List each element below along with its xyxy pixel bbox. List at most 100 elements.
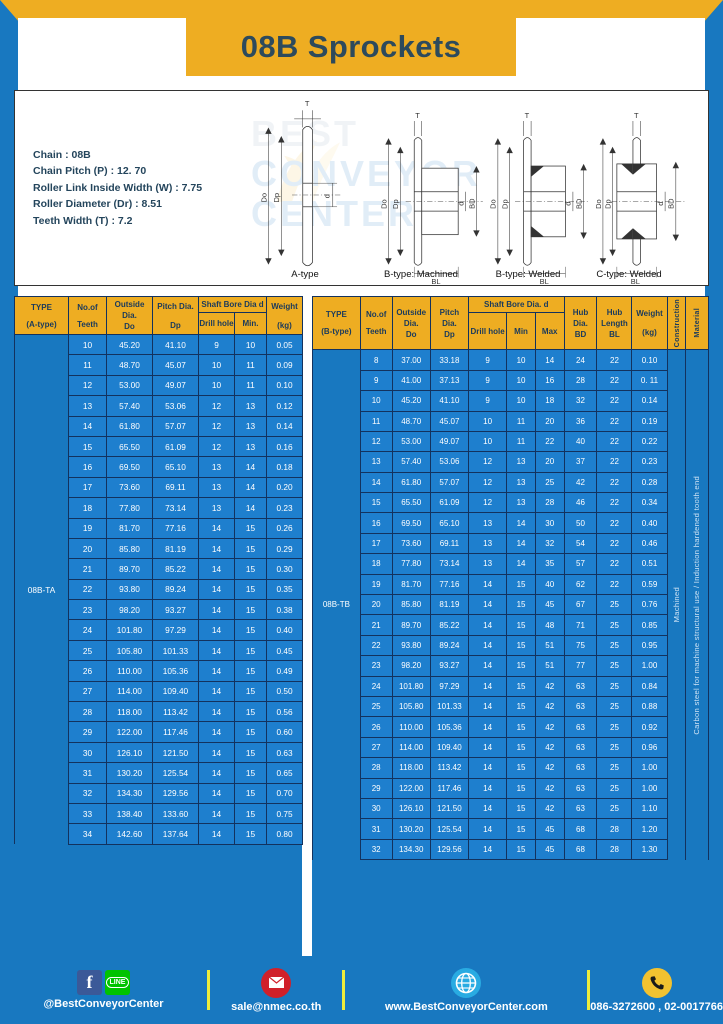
cell: 25 (596, 757, 633, 779)
phone-numbers: 086-3272600 , 02-0017766 (590, 1000, 723, 1013)
cell: 45.07 (429, 410, 470, 432)
globe-icon[interactable] (451, 967, 482, 998)
cell: 37.13 (429, 369, 470, 392)
cell: 63 (563, 695, 598, 718)
cell: 14 (198, 619, 235, 641)
svg-text:Do: Do (259, 193, 268, 203)
cell: 105.80 (106, 639, 153, 662)
header-b-hublen-sub: Length (601, 318, 628, 328)
cell: 15 (68, 435, 107, 458)
cell: 25 (596, 736, 633, 759)
cell: 105.36 (152, 660, 199, 682)
cell: 77 (563, 655, 598, 677)
header-b-weight-unit: (kg) (642, 328, 657, 338)
header-b-material: Material (684, 295, 710, 351)
header-b-weight: Weight (kg) (631, 295, 668, 351)
cell: 122.00 (391, 777, 431, 799)
cell: 22 (534, 430, 565, 453)
cell: 109.40 (429, 736, 470, 759)
cell: 18 (534, 390, 565, 412)
table-row: 17 73.60 69.11 13 14 32 54 22 0.46 (313, 532, 709, 555)
cell: 10 (359, 390, 393, 412)
cell: 24 (563, 349, 598, 371)
cell: 42 (534, 777, 565, 799)
svg-text:T: T (415, 111, 420, 120)
header-a-outside-dia: Outside Dia. Do (106, 296, 153, 335)
table-row: 20 85.80 81.19 14 15 45 67 25 0.76 (313, 594, 709, 616)
footer-social[interactable]: f LINE @BestConveyorCenter (0, 970, 207, 1010)
cell: 101.80 (106, 619, 153, 641)
cell: 14 (468, 614, 508, 636)
cell: 15 (506, 655, 536, 677)
cell: 25 (596, 797, 633, 820)
cell: 15 (506, 818, 536, 840)
cell: 73.14 (429, 553, 470, 575)
phone-icon[interactable] (641, 967, 672, 998)
cell: 16 (359, 512, 393, 534)
cell: 69.50 (391, 512, 431, 534)
cell: 30 (359, 797, 393, 820)
header-b-hubdia-symbol: BD (574, 329, 587, 339)
cell: 28 (596, 818, 633, 840)
cell: 14 (468, 695, 508, 718)
header-b-od-main: Outside (396, 307, 427, 317)
cell: 14 (198, 578, 235, 601)
svg-text:T: T (525, 111, 530, 120)
table-row: 22 93.80 89.24 14 15 51 75 25 0.95 (313, 634, 709, 657)
table-row: 14 61.80 57.07 12 13 25 42 22 0.28 (313, 471, 709, 494)
cell: 13 (506, 471, 536, 494)
header-b-hubdia-sub: Dia. (573, 318, 588, 328)
table-row: 29 122.00 117.46 14 15 42 63 25 1.00 (313, 777, 709, 799)
cell: 11 (233, 354, 268, 376)
email-icon[interactable] (261, 967, 292, 998)
table-row: 25 105.80 101.33 14 15 42 63 25 0.88 (313, 695, 709, 718)
cell: 13 (198, 476, 235, 499)
cell: 0.35 (266, 578, 304, 601)
cell: 0.75 (266, 802, 304, 825)
cell: 14 (468, 838, 508, 861)
cell: 14 (468, 634, 508, 657)
header-a-od-main: Outside (114, 300, 145, 309)
cell: 12 (468, 471, 508, 494)
cell: 110.00 (391, 716, 431, 738)
svg-text:d: d (656, 202, 665, 206)
cell: 81.19 (429, 594, 470, 616)
cell: 42 (534, 716, 565, 738)
cell: 0.60 (266, 721, 304, 743)
svg-text:BD: BD (574, 198, 583, 209)
cell: 17 (359, 532, 393, 555)
cell: 0.40 (266, 619, 304, 641)
cell: 14 (233, 456, 268, 478)
cell: 13 (233, 395, 268, 417)
header-b-bore-group: Shaft Bore Dia. d (468, 296, 565, 313)
a-type-table-container: TYPE (A-type) No.of Teeth Outside Dia. (14, 296, 304, 1014)
cell: 0.14 (266, 415, 304, 437)
footer-phone[interactable]: 086-3272600 , 02-0017766 (590, 967, 723, 1013)
cell: 0.09 (266, 354, 304, 376)
line-icon[interactable]: LINE (105, 970, 131, 995)
table-row: 23 98.20 93.27 14 15 0.38 (15, 599, 304, 621)
table-row: 31 130.20 125.54 14 15 0.65 (15, 762, 304, 784)
cell: 68 (563, 818, 598, 840)
header-b-max: Max (534, 311, 565, 351)
cell: 23 (359, 655, 393, 677)
cell: 14 (506, 532, 536, 555)
cell: 0.63 (266, 741, 304, 764)
header-b-outside-dia: Outside Dia. Do (391, 295, 431, 351)
header-b-pd-sub: Dia. (442, 318, 457, 328)
cell: 14 (468, 573, 508, 596)
cell: 121.50 (152, 741, 199, 764)
facebook-icon[interactable]: f (77, 970, 103, 995)
table-row: 13 57.40 53.06 12 13 20 37 22 0.23 (313, 451, 709, 473)
cell: 12 (198, 395, 235, 417)
cell: 15 (506, 634, 536, 657)
cell: 15 (233, 721, 268, 743)
cell: 45 (534, 818, 565, 840)
cell: 0.88 (631, 695, 668, 718)
header-a-bore-group: Shaft Bore Dia d (197, 296, 268, 313)
cell: 30 (68, 741, 107, 764)
footer-website[interactable]: www.BestConveyorCenter.com (345, 967, 587, 1013)
footer-email[interactable]: sale@nmec.co.th (210, 967, 342, 1013)
cell: 15 (506, 594, 536, 616)
cell: 85.22 (152, 558, 199, 580)
